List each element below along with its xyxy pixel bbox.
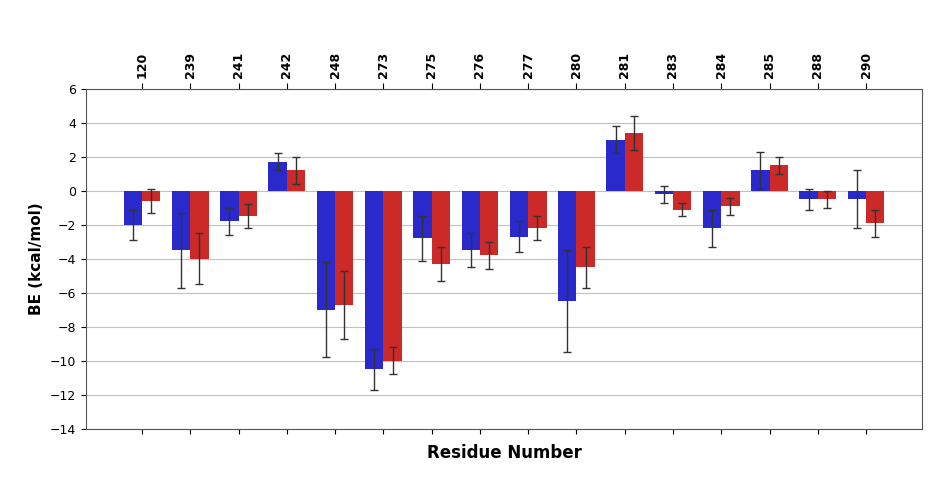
Bar	[847, 191, 866, 199]
Bar	[673, 191, 691, 210]
Bar	[751, 171, 769, 191]
Bar	[528, 191, 547, 228]
Bar	[510, 191, 528, 237]
Bar	[558, 191, 576, 301]
Bar	[287, 171, 305, 191]
X-axis label: Residue Number: Residue Number	[427, 444, 581, 462]
Bar	[769, 165, 787, 191]
Bar	[365, 191, 383, 369]
Bar	[576, 191, 594, 267]
Bar	[654, 191, 673, 194]
Bar	[221, 191, 239, 221]
Bar	[703, 191, 721, 228]
Bar	[625, 133, 643, 191]
Bar	[414, 191, 432, 239]
Bar	[335, 191, 354, 305]
Bar	[480, 191, 498, 255]
Y-axis label: BE (kcal/mol): BE (kcal/mol)	[29, 203, 44, 315]
Bar	[142, 191, 161, 201]
Bar	[461, 191, 480, 250]
Bar	[268, 162, 287, 191]
Bar	[607, 140, 625, 191]
Bar	[317, 191, 335, 310]
Bar	[124, 191, 142, 225]
Bar	[866, 191, 884, 223]
Bar	[432, 191, 450, 264]
Bar	[172, 191, 190, 250]
Bar	[239, 191, 257, 216]
Bar	[190, 191, 208, 259]
Bar	[721, 191, 740, 206]
Bar	[818, 191, 836, 199]
Bar	[800, 191, 818, 199]
Bar	[383, 191, 401, 361]
